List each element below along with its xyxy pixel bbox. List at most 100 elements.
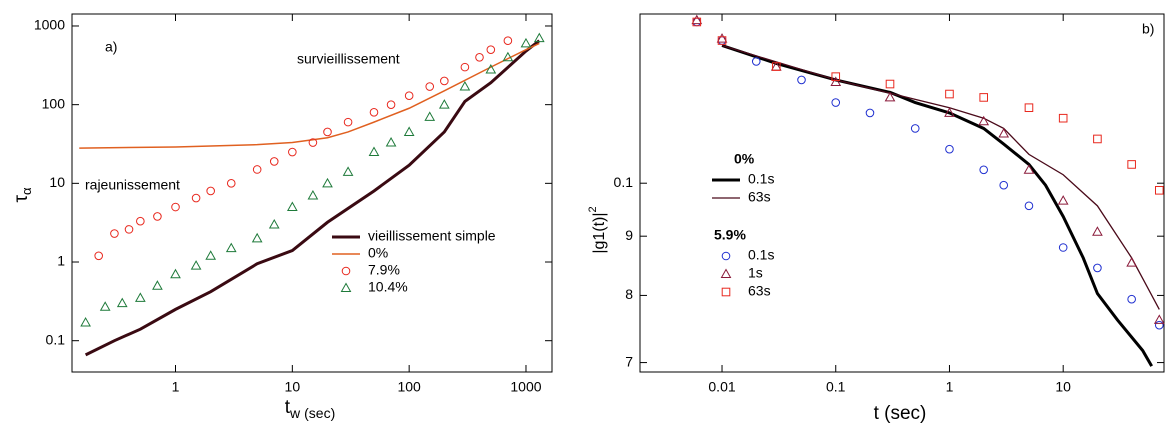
marker [691,14,703,25]
marker [1154,185,1164,195]
marker [170,268,181,279]
y-axis-label: τα [11,187,34,203]
y-axis-label-sub: α [19,187,34,195]
marker [116,297,128,308]
marker [171,202,180,212]
marker [797,75,806,85]
marker [286,201,298,212]
y-axis-label-main: τ [11,195,32,203]
marker [721,251,731,261]
marker [999,180,1009,190]
marker [1126,257,1138,267]
x-tick-label: 100 [397,379,421,395]
y-axis-label-sup: 2 [587,206,599,212]
legend-label: 7.9% [368,262,400,278]
marker [205,250,217,260]
legend-label: 0.1s [748,247,774,263]
y-tick-label: 0.1 [614,174,634,190]
marker [692,17,702,27]
legend-label: 63s [748,189,771,205]
marker [342,166,354,176]
marker [998,127,1010,138]
marker [80,317,91,327]
marker [979,165,988,175]
x-tick-label: 1 [946,379,954,395]
y-tick-label: 10 [49,174,65,190]
y-tick-label: 1 [57,253,65,269]
marker [152,280,163,290]
marker [717,36,727,45]
marker [440,76,449,86]
marker [136,216,145,226]
marker [978,115,990,126]
annotation: survieillissement [297,51,400,67]
marker [225,242,237,253]
x-axis-label-main: t [285,397,291,418]
marker [190,260,202,270]
marker [1093,263,1102,273]
marker [503,36,513,46]
marker [134,292,146,302]
marker [191,193,201,203]
marker [830,76,842,86]
marker [251,232,263,243]
x-axis-label-unit: (sec) [304,405,335,421]
marker [1093,134,1102,144]
x-tick-label: 1 [172,379,180,395]
marker [502,51,514,62]
y-tick-label: 0.1 [46,331,66,347]
marker [459,81,471,91]
marker [1058,243,1068,252]
x-axis-label: t (sec) [874,403,927,424]
y-axis-label: |g1(t)|2 [587,206,608,253]
marker [692,17,702,27]
marker [323,127,332,137]
x-tick-label: 0.1 [826,379,846,395]
marker [771,62,781,71]
marker [1024,103,1034,113]
y-axis-label-main: |g1(t)| [591,212,608,253]
marker [425,82,435,91]
marker [153,212,162,221]
y-tick-label: 7 [625,353,633,369]
marker [1154,320,1164,330]
marker [368,146,380,157]
legend-label: 0.1s [748,171,774,187]
legend-label: 0% [368,245,388,261]
marker [520,37,532,48]
x-axis-label: tw (sec) [285,397,336,421]
marker [99,301,111,311]
legend-title: 0% [734,151,755,167]
annotation: b) [1142,21,1154,37]
y-tick-label: 100 [42,95,66,111]
marker [308,138,318,147]
x-tick-label: 10 [1055,379,1071,395]
marker [533,32,545,43]
marker [403,126,415,136]
marker [1127,160,1136,169]
marker [486,45,496,54]
marker [460,62,470,72]
data-line [79,42,540,149]
marker [206,186,215,196]
marker [1127,294,1136,304]
marker [268,218,280,229]
annotation: a) [105,39,117,55]
marker [1153,314,1165,324]
marker [1092,226,1103,236]
marker [1058,113,1068,123]
marker [720,268,732,278]
marker [1023,164,1035,174]
legend-label: vieillissement simple [368,228,496,244]
marker [341,266,351,276]
marker [322,177,333,188]
x-axis-label-sub: w [289,405,301,421]
marker [307,190,319,200]
marker [124,225,134,234]
marker [385,137,397,147]
x-tick-label: 1000 [510,379,541,395]
marker [226,179,236,188]
marker [944,107,955,117]
marker [884,91,896,102]
